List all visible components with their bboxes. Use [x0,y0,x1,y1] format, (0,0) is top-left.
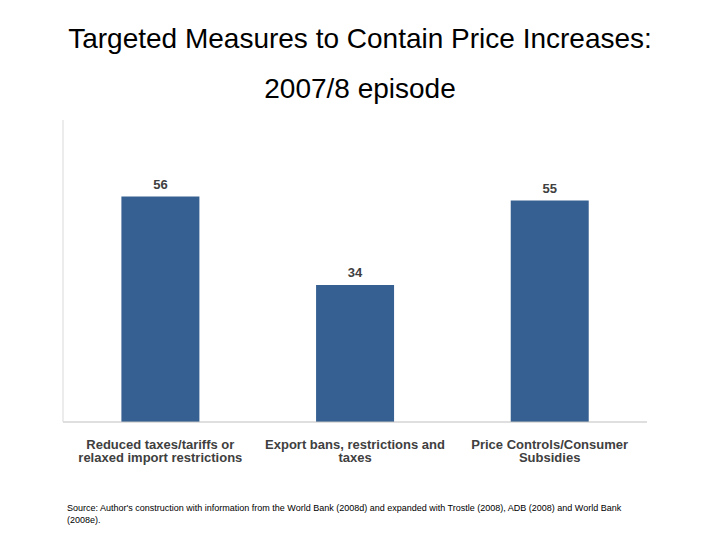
html-text:Source: Author's construction: Source: Author's construction with infor… [67,503,622,525]
svg-text:34: 34 [348,265,363,280]
svg-text:Export bans, restrictions andt: Export bans, restrictions andtaxes [265,437,445,465]
svg-text:56: 56 [153,177,167,192]
html-text:Targeted Measures to Contain P: Targeted Measures to Contain Price Incre… [68,23,652,104]
svg-text:55: 55 [542,181,556,196]
svg-text:Reduced taxes/tariffs orrelaxe: Reduced taxes/tariffs orrelaxed import r… [78,437,242,465]
svg-text:Price Controls/ConsumerSubsidi: Price Controls/ConsumerSubsidies [471,437,628,465]
